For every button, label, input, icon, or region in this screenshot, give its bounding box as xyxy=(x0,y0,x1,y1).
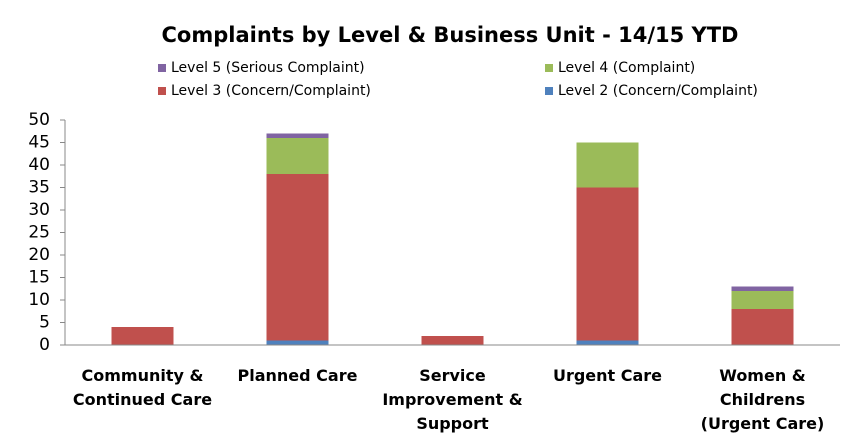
legend-swatch xyxy=(158,87,166,95)
y-tick-label: 20 xyxy=(28,245,50,265)
x-tick-label: Community & Continued Care xyxy=(72,366,213,409)
y-tick-label: 45 xyxy=(28,133,50,153)
bar-segment xyxy=(576,340,639,345)
x-tick-label: Women & Childrens (Urgent Care) xyxy=(700,366,825,433)
bar-segment xyxy=(266,133,329,138)
bar-segment xyxy=(111,327,174,345)
legend-swatch xyxy=(545,87,553,95)
bar-segment xyxy=(266,340,329,345)
bar-segment xyxy=(421,336,484,345)
x-tick-label: Urgent Care xyxy=(552,366,663,385)
bar-segment xyxy=(576,142,639,188)
y-tick-label: 5 xyxy=(39,313,50,333)
bar-segment xyxy=(266,174,329,341)
bar-segment xyxy=(731,286,794,291)
legend-swatch xyxy=(158,64,166,72)
y-tick-label: 40 xyxy=(28,155,50,175)
legend-label: Level 2 (Concern/Complaint) xyxy=(558,83,758,99)
bar-segment xyxy=(266,138,329,174)
bar-segment xyxy=(576,187,639,341)
y-tick-label: 0 xyxy=(39,335,50,355)
chart-title: Complaints by Level & Business Unit - 14… xyxy=(162,23,739,47)
y-tick-label: 25 xyxy=(28,223,50,243)
y-tick-label: 15 xyxy=(28,268,50,288)
x-tick-label: Planned Care xyxy=(237,366,358,385)
y-tick-label: 50 xyxy=(28,110,50,130)
y-tick-label: 30 xyxy=(28,200,50,220)
legend-label: Level 4 (Complaint) xyxy=(558,60,695,76)
bar-segment xyxy=(731,309,794,345)
x-tick-label: Service Improvement & Support xyxy=(382,366,523,433)
legend-label: Level 3 (Concern/Complaint) xyxy=(171,83,371,99)
bar-segment xyxy=(731,291,794,309)
y-tick-label: 35 xyxy=(28,178,50,198)
legend-swatch xyxy=(545,64,553,72)
y-tick-label: 10 xyxy=(28,290,50,310)
legend-label: Level 5 (Serious Complaint) xyxy=(171,60,365,76)
